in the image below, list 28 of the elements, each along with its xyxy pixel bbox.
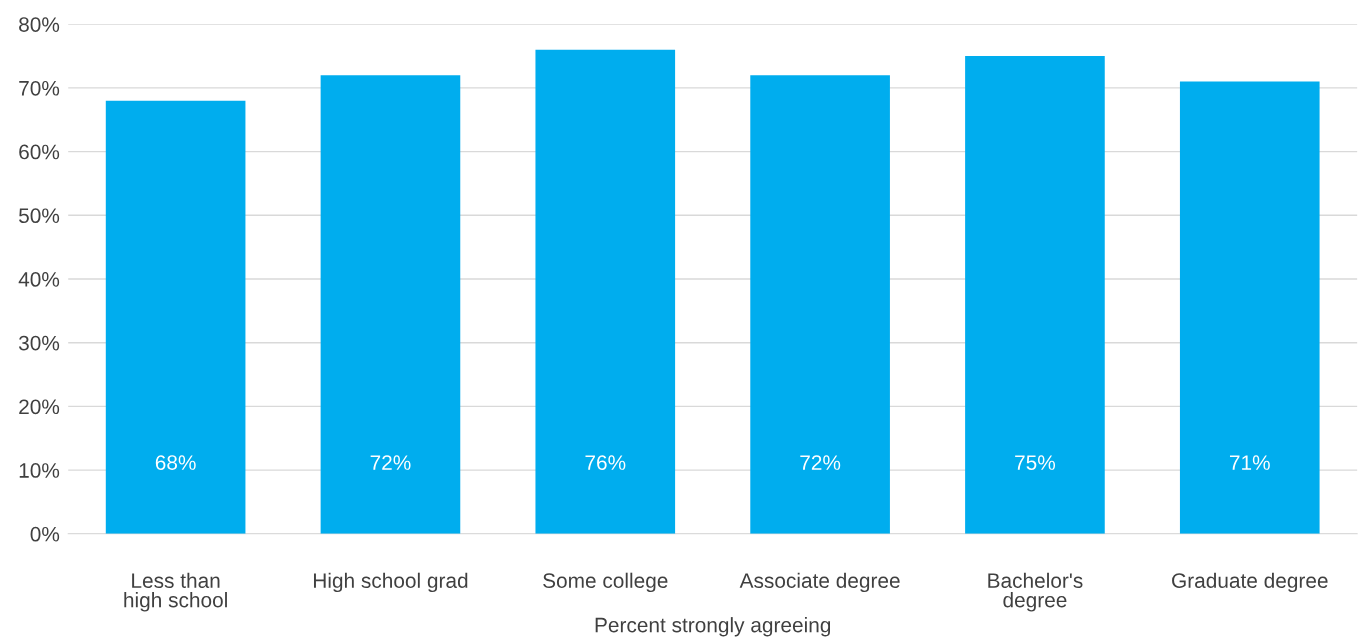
y-tick-label: 50% xyxy=(19,208,60,224)
bar xyxy=(1179,81,1320,534)
bar xyxy=(535,49,676,534)
data-label: 71% xyxy=(1229,455,1270,470)
data-label: 75% xyxy=(1015,455,1056,470)
x-tick-label: Graduate degree xyxy=(1172,572,1328,593)
y-tick-label: 60% xyxy=(19,144,60,160)
bar xyxy=(965,56,1105,534)
data-label: 72% xyxy=(800,455,841,470)
y-tick-label: 20% xyxy=(19,399,60,415)
x-tick-label: Some college xyxy=(543,572,668,593)
x-tick-label: Bachelor's degree xyxy=(988,572,1083,612)
x-tick-label: Associate degree xyxy=(739,572,900,593)
y-tick-label: 0% xyxy=(30,526,60,542)
data-label: 68% xyxy=(155,455,196,470)
bar xyxy=(105,100,246,534)
x-tick-label: Less than high school xyxy=(124,572,227,612)
y-tick-label: 40% xyxy=(18,272,60,287)
y-tick-label: 10% xyxy=(19,463,60,478)
y-tick-label: 30% xyxy=(18,335,60,351)
bar xyxy=(320,75,461,534)
x-tick-label: High school grad xyxy=(313,572,468,593)
y-tick-label: 80% xyxy=(19,17,60,32)
x-axis-title: Percent strongly agreeing xyxy=(595,617,831,637)
bar xyxy=(750,75,890,534)
y-tick-label: 70% xyxy=(19,80,60,96)
data-label: 72% xyxy=(370,455,411,470)
data-label: 76% xyxy=(585,455,626,470)
